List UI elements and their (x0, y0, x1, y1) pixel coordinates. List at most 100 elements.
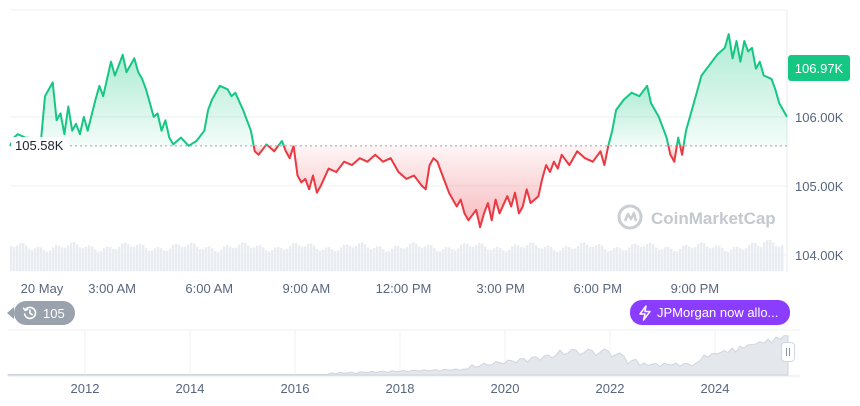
volume-bar (373, 248, 376, 271)
volume-bar (73, 242, 76, 271)
volume-bar (568, 247, 571, 271)
volume-bar (112, 249, 115, 271)
volume-bar (127, 244, 130, 271)
volume-bar (253, 247, 256, 271)
volume-bar (463, 242, 466, 271)
volume-bar (760, 247, 763, 271)
volume-bar (340, 247, 343, 271)
down-line (252, 145, 267, 156)
volume-bar (394, 246, 397, 271)
x-tick-label: 3:00 AM (88, 281, 136, 296)
volume-bar (682, 245, 685, 271)
volume-bar (742, 249, 745, 271)
volume-bar (502, 250, 505, 271)
volume-bar (358, 243, 361, 271)
volume-bar (289, 245, 292, 271)
volume-bar (712, 247, 715, 271)
history-minimap[interactable]: 2012 2014 2016 2018 2020 2022 2024 (7, 329, 800, 396)
volume-bar (523, 247, 526, 271)
volume-bar (238, 244, 241, 271)
volume-bar (694, 246, 697, 271)
down-area (283, 145, 294, 159)
volume-bar (421, 247, 424, 271)
volume-bar (697, 243, 700, 271)
history-badge[interactable]: 105 (7, 301, 75, 325)
y-axis-ticks: 106.00K 105.00K 104.00K (795, 110, 844, 263)
volume-bar (316, 249, 319, 271)
volume-bar (364, 244, 367, 271)
volume-bar (475, 245, 478, 271)
volume-bar (538, 248, 541, 271)
volume-bar (388, 251, 391, 271)
volume-bar (52, 247, 55, 271)
volume-bar (427, 244, 430, 271)
volume-bar (727, 251, 730, 271)
minimap-year-label: 2024 (701, 381, 730, 396)
volume-bar (442, 249, 445, 271)
volume-bar (508, 249, 511, 271)
volume-bar (652, 244, 655, 271)
volume-bar (766, 240, 769, 271)
volume-bar (199, 249, 202, 271)
volume-bar (196, 246, 199, 271)
volume-bar (235, 247, 238, 271)
volume-bar (550, 247, 553, 271)
volume-bar (631, 244, 634, 271)
volume-bar (265, 250, 268, 271)
volume-bar (124, 242, 127, 271)
volume-bar (190, 242, 193, 271)
volume-bar (307, 244, 310, 271)
volume-bar (757, 245, 760, 271)
volume-bar (424, 246, 427, 271)
minimap-area (7, 335, 789, 376)
volume-bar (592, 247, 595, 271)
volume-bar (571, 248, 574, 271)
volume-bar (277, 246, 280, 271)
volume-bar (76, 244, 79, 271)
volume-bar (619, 248, 622, 271)
volume-bar (280, 248, 283, 271)
volume-bar (637, 245, 640, 271)
volume-bar (379, 246, 382, 271)
volume-bar (514, 244, 517, 271)
volume-bar (484, 246, 487, 271)
volume-bar (136, 245, 139, 271)
volume-bar (487, 249, 490, 271)
volume-bar (430, 245, 433, 271)
coinmarketcap-logo-icon (617, 204, 643, 230)
volume-bar (94, 249, 97, 271)
volume-bar (496, 246, 499, 271)
volume-bar (10, 246, 13, 271)
volume-bar (367, 247, 370, 271)
minimap-year-label: 2022 (596, 381, 625, 396)
volume-bar (97, 251, 100, 271)
volume-bar (106, 246, 109, 271)
x-axis-ticks: 20 May 3:00 AM 6:00 AM 9:00 AM 12:00 PM 3:00 … (21, 281, 719, 296)
volume-bar (436, 251, 439, 271)
volume-bar (721, 248, 724, 271)
volume-bar (331, 249, 334, 271)
volume-bar (121, 243, 124, 271)
volume-bar (535, 245, 538, 271)
up-area (10, 54, 254, 146)
volume-bar (397, 246, 400, 271)
volume-bar (355, 245, 358, 271)
volume-bar (154, 248, 157, 271)
volume-bar (472, 246, 475, 271)
volume-bar (706, 246, 709, 271)
volume-bar (109, 247, 112, 271)
volume-bar (148, 250, 151, 271)
news-badge[interactable]: JPMorgan now allo... (630, 300, 791, 325)
volume-bar (349, 246, 352, 271)
minimap-brush-handle[interactable] (781, 342, 795, 362)
volume-bar (541, 248, 544, 271)
volume-bar (451, 249, 454, 271)
volume-bar (268, 251, 271, 271)
volume-bar (679, 248, 682, 271)
volume-bar (601, 245, 604, 271)
volume-bar (391, 248, 394, 271)
volume-bar (19, 243, 22, 271)
volume-bar (409, 243, 412, 271)
